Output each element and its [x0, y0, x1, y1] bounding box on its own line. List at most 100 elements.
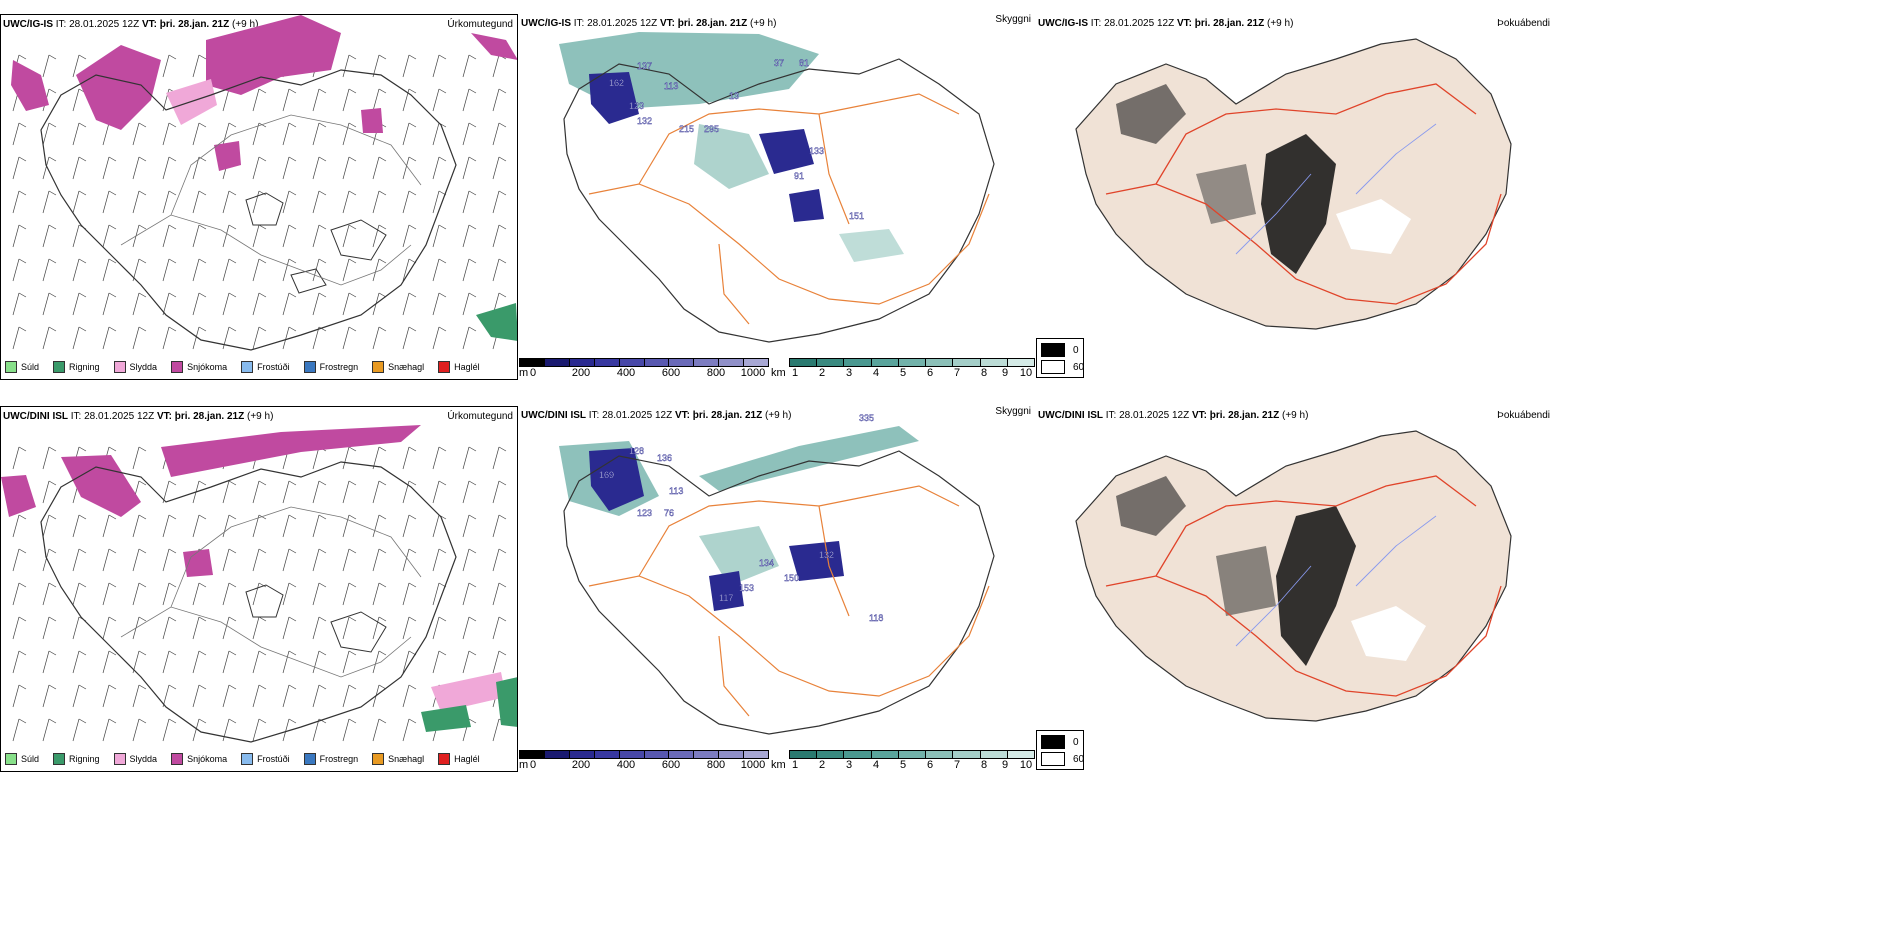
wind-barb-flag: [348, 54, 357, 60]
wind-barb-flag: [168, 548, 177, 554]
wind-barb: [432, 548, 440, 572]
wind-barb: [282, 190, 290, 214]
wind-barb: [462, 54, 470, 78]
wind-barb: [402, 718, 410, 742]
forecast-offset: (+9 h): [765, 410, 792, 421]
wind-barb: [402, 224, 410, 248]
wind-barb: [372, 258, 380, 282]
wind-barb: [162, 548, 170, 572]
iceland-coast: [40, 461, 457, 743]
forecast-offset: (+9 h): [247, 411, 274, 422]
iceland-coast: [40, 69, 457, 351]
wind-barb-flag: [228, 480, 237, 486]
precip-legend: Súld Rigning Slydda Snjókoma Frostúði Fr…: [5, 361, 480, 373]
colorbar-step: [926, 359, 954, 366]
colorbar-tick: 400: [616, 759, 636, 771]
iceland-coast: [563, 450, 995, 735]
wind-barb: [72, 54, 80, 78]
wind-barb: [222, 480, 230, 504]
legend-swatch: [171, 753, 184, 765]
wind-barb: [252, 156, 260, 180]
wind-barb-flag: [108, 684, 117, 690]
cloud-base-label: 215: [679, 124, 694, 134]
wind-barb: [42, 582, 50, 606]
wind-barb: [432, 156, 440, 180]
wind-barb: [42, 480, 50, 504]
valid-time: VT: þri. 28.jan. 21Z: [156, 411, 245, 422]
wind-barb: [342, 156, 350, 180]
wind-barb-flag: [258, 292, 267, 298]
low-cloud-area: [709, 571, 744, 611]
wind-barb: [12, 258, 20, 282]
wind-barb-flag: [468, 480, 477, 486]
wind-barb-flag: [348, 582, 357, 588]
field-name: Þokuábendi: [1497, 18, 1550, 29]
wind-barb: [492, 582, 500, 606]
wind-barb-flag: [78, 326, 87, 332]
wind-barb: [372, 156, 380, 180]
wind-barb: [312, 548, 320, 572]
wind-barb: [222, 224, 230, 248]
cloud-base-label: 81: [799, 58, 809, 68]
wind-barb: [132, 156, 140, 180]
sleet-area: [431, 672, 506, 712]
wind-barb: [372, 224, 380, 248]
wind-barb: [252, 616, 260, 640]
wind-barb-flag: [78, 292, 87, 298]
wind-barb-flag: [408, 616, 417, 622]
colorbar-tick: 800: [706, 367, 726, 379]
wind-barb: [402, 446, 410, 470]
wind-barb: [12, 684, 20, 708]
fog-index-map: [1075, 430, 1512, 722]
colorbar-tick: 0: [529, 367, 537, 379]
fog-dark: [1276, 506, 1356, 666]
wind-barb: [42, 326, 50, 350]
wind-barb-flag: [288, 224, 297, 230]
wind-barb-flag: [378, 54, 387, 60]
wind-barb-flag: [48, 88, 57, 94]
field-name: Þokuábendi: [1497, 410, 1550, 421]
wind-barb: [162, 718, 170, 742]
colorbar-step: [844, 359, 872, 366]
wind-barb-flag: [228, 684, 237, 690]
wind-barb: [402, 326, 410, 350]
wind-barb: [462, 616, 470, 640]
wind-barb: [432, 122, 440, 146]
wind-barb-flag: [18, 54, 27, 60]
wind-barb-flag: [138, 258, 147, 264]
wind-barb-flag: [228, 292, 237, 298]
wind-barb-flag: [378, 684, 387, 690]
wind-barb: [12, 514, 20, 538]
wind-barb: [492, 514, 500, 538]
wind-barb: [222, 582, 230, 606]
wind-barb-flag: [408, 224, 417, 230]
fog-legend-swatch: [1041, 752, 1065, 766]
precip-type-panel-row2: UWC/DINI ISL IT: 28.01.2025 12Z VT: þri.…: [0, 406, 518, 772]
wind-barb: [432, 292, 440, 316]
wind-barb: [252, 684, 260, 708]
wind-barb-flag: [228, 258, 237, 264]
wind-barb: [72, 548, 80, 572]
fog-legend-label: 60: [1073, 753, 1085, 765]
wind-barb-flag: [168, 514, 177, 520]
wind-barb: [342, 326, 350, 350]
snow-area: [1, 475, 36, 517]
roads: [120, 114, 422, 286]
wind-barb-flag: [378, 514, 387, 520]
wind-barb: [102, 684, 110, 708]
wind-barb: [312, 514, 320, 538]
wind-barb: [402, 54, 410, 78]
wind-barb: [492, 190, 500, 214]
legend-label: Frostregn: [319, 754, 359, 764]
colorbar-step: [790, 359, 818, 366]
wind-barb: [162, 514, 170, 538]
wind-barb-flag: [408, 718, 417, 724]
colorbar-step: [644, 359, 670, 366]
wind-barb: [342, 122, 350, 146]
model-name: UWC/DINI ISL: [3, 411, 68, 422]
wind-barb: [12, 190, 20, 214]
colorbar-tick: 3: [845, 367, 853, 379]
colorbar-tick: 3: [845, 759, 853, 771]
wind-barb: [282, 684, 290, 708]
wind-barb: [42, 616, 50, 640]
